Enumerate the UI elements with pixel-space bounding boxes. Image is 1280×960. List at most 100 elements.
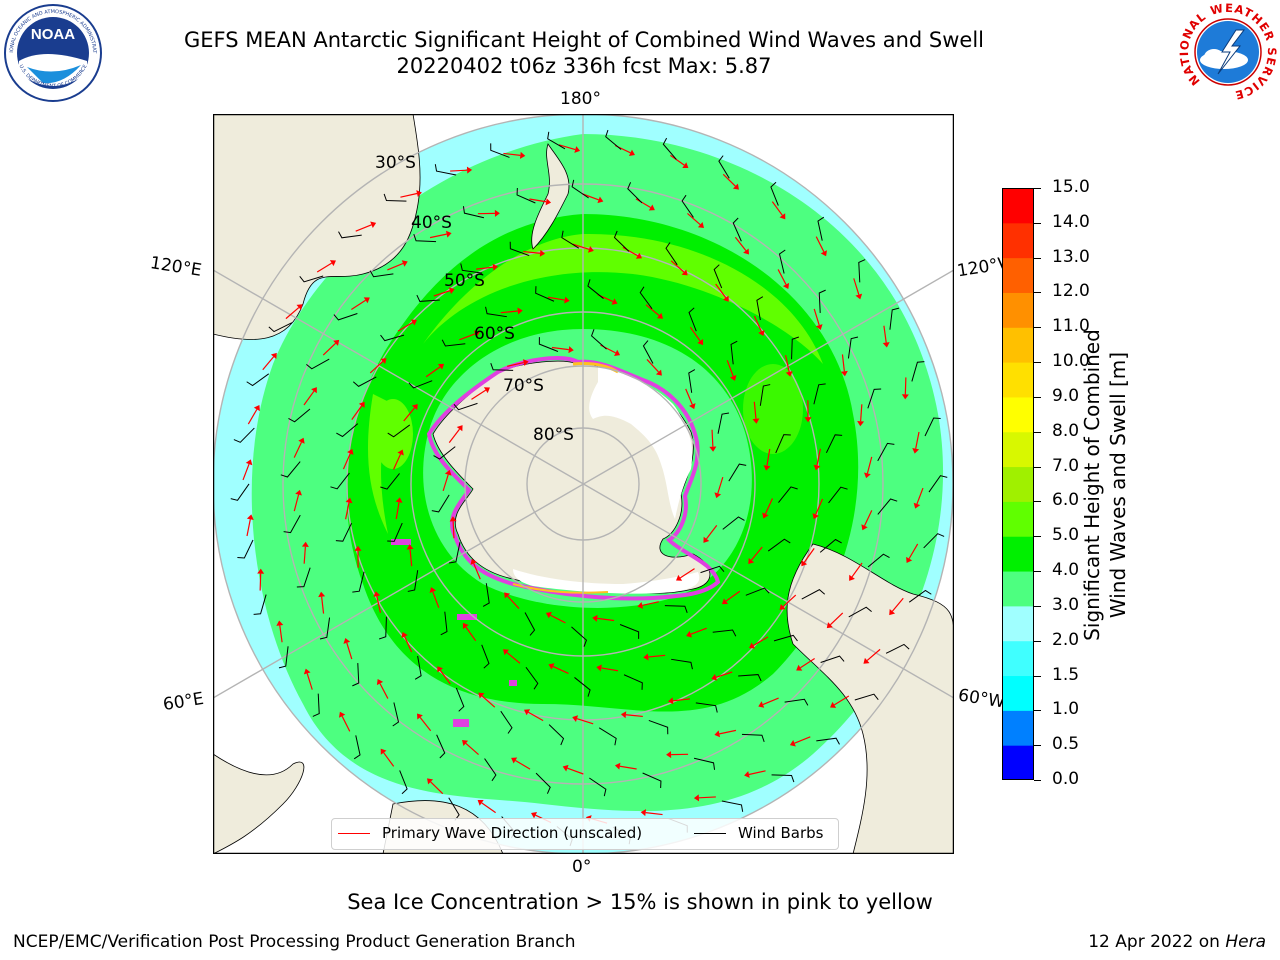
wind-barb (535, 772, 551, 794)
wave-direction-arrow (719, 729, 737, 735)
wave-arrow-head (545, 612, 552, 619)
wave-direction-arrow (863, 510, 873, 527)
colorbar-tick (1034, 188, 1041, 189)
wave-direction-arrow (316, 262, 333, 273)
wave-direction-arrow (725, 590, 741, 602)
legend-swatch-black (694, 832, 726, 834)
wave-arrow-head (882, 342, 890, 348)
wave-arrow-head (643, 653, 649, 661)
wave-arrow-head (564, 296, 570, 304)
wind-barb (460, 263, 483, 274)
wave-arrow-head (840, 370, 848, 377)
wave-arrow-head (492, 263, 499, 271)
wave-arrow-head (562, 764, 569, 772)
wave-arrow-head (682, 162, 689, 169)
colorbar-swatch (1002, 536, 1034, 572)
wave-arrow-head (697, 338, 704, 346)
wave-direction-arrow (734, 236, 747, 251)
wind-barb (619, 624, 640, 639)
wind-barb (453, 402, 478, 411)
wave-arrow-head (763, 465, 771, 471)
colorbar-tick-label: 15.0 (1052, 177, 1090, 197)
wind-barb (369, 270, 394, 278)
meridian-label-0: 0° (572, 857, 592, 877)
wind-barb (484, 758, 497, 782)
wind-barb (338, 231, 362, 239)
wind-barb (383, 193, 407, 202)
colorbar-tick-label: 8.0 (1052, 420, 1080, 441)
meridian-label-60e: 60°E (161, 688, 206, 716)
wind-barb (784, 698, 809, 706)
wave-direction-arrow (815, 236, 825, 253)
chart-subtitle: 20220402 t06z 336h fcst Max: 5.87 (396, 54, 772, 78)
colorbar-tick-label: 11.0 (1052, 316, 1090, 337)
wave-direction-arrow (432, 591, 440, 608)
ice-edge (426, 356, 721, 601)
wave-arrow-head (857, 421, 865, 427)
wave-direction-arrow (506, 651, 521, 664)
wave-arrow-head (689, 403, 696, 410)
wind-barb (387, 522, 403, 542)
wave-direction-arrow (500, 310, 518, 314)
wave-arrow-head (714, 730, 721, 738)
wave-arrow-head (813, 464, 821, 471)
wave-arrow-head (523, 709, 531, 716)
wave-arrow-head (449, 516, 457, 522)
wave-direction-arrow (369, 361, 384, 374)
wind-barb (352, 571, 365, 593)
wave-arrow-head (779, 603, 786, 610)
wave-direction-arrow (345, 502, 350, 520)
wave-arrow-head (370, 221, 377, 229)
wave-direction-arrow (481, 695, 496, 708)
wind-barb (605, 129, 622, 150)
parallel-label-50s: 50°S (444, 271, 485, 291)
wave-arrow-head (311, 387, 317, 394)
wave-direction-arrow (841, 354, 845, 372)
colorbar-tick (1034, 222, 1041, 224)
wave-direction-arrow (642, 601, 659, 607)
wave-arrow-head (782, 282, 790, 289)
wave-direction-arrow (645, 812, 663, 816)
wind-barb (278, 646, 289, 669)
wave-direction-arrow (689, 326, 701, 342)
wave-arrow-head (401, 631, 408, 638)
wave-arrow-head (635, 252, 643, 259)
wave-direction-arrow (582, 193, 599, 201)
wave-arrow-head (406, 544, 414, 550)
wave-arrow-head (748, 557, 755, 565)
colorbar-tick (1034, 466, 1041, 468)
wind-barb (408, 380, 433, 389)
wave-arrow-head (539, 249, 546, 257)
wave-arrow-head (303, 668, 311, 675)
wave-arrow-head (611, 298, 618, 305)
wave-direction-arrow (395, 502, 400, 520)
wave-arrow-head (676, 574, 683, 581)
wave-arrow-head (363, 297, 370, 304)
wave-direction-arrow (717, 476, 724, 494)
wave-direction-arrow (803, 548, 815, 563)
colorbar-tick (1034, 396, 1041, 398)
wind-barb (441, 339, 466, 347)
wave-arrow-head (478, 692, 485, 699)
wave-direction-arrow (293, 441, 303, 458)
wind-barb (801, 589, 826, 600)
chart-title: GEFS MEAN Antarctic Significant Height o… (183, 28, 985, 52)
wave-arrow-head (473, 330, 480, 338)
wind-barb (455, 687, 465, 712)
wind-barb (756, 296, 764, 321)
wave-direction-arrow (246, 519, 251, 537)
colorbar-tick-label: 6.0 (1052, 490, 1080, 511)
wind-barb (237, 539, 254, 559)
wind-barb (233, 427, 255, 443)
colorbar-tick-label: 14.0 (1052, 211, 1090, 232)
wave-direction-arrow (648, 654, 666, 658)
legend-label: Primary Wave Direction (unscaled) (382, 824, 643, 842)
wind-barb (336, 423, 359, 438)
wave-arrow-head (709, 446, 717, 452)
wave-direction-arrow (473, 563, 481, 580)
wind-barb (352, 376, 377, 387)
wind-barb (928, 475, 948, 493)
wind-barb (335, 522, 353, 542)
wave-arrow-head (901, 394, 909, 400)
wind-barb (722, 516, 745, 530)
